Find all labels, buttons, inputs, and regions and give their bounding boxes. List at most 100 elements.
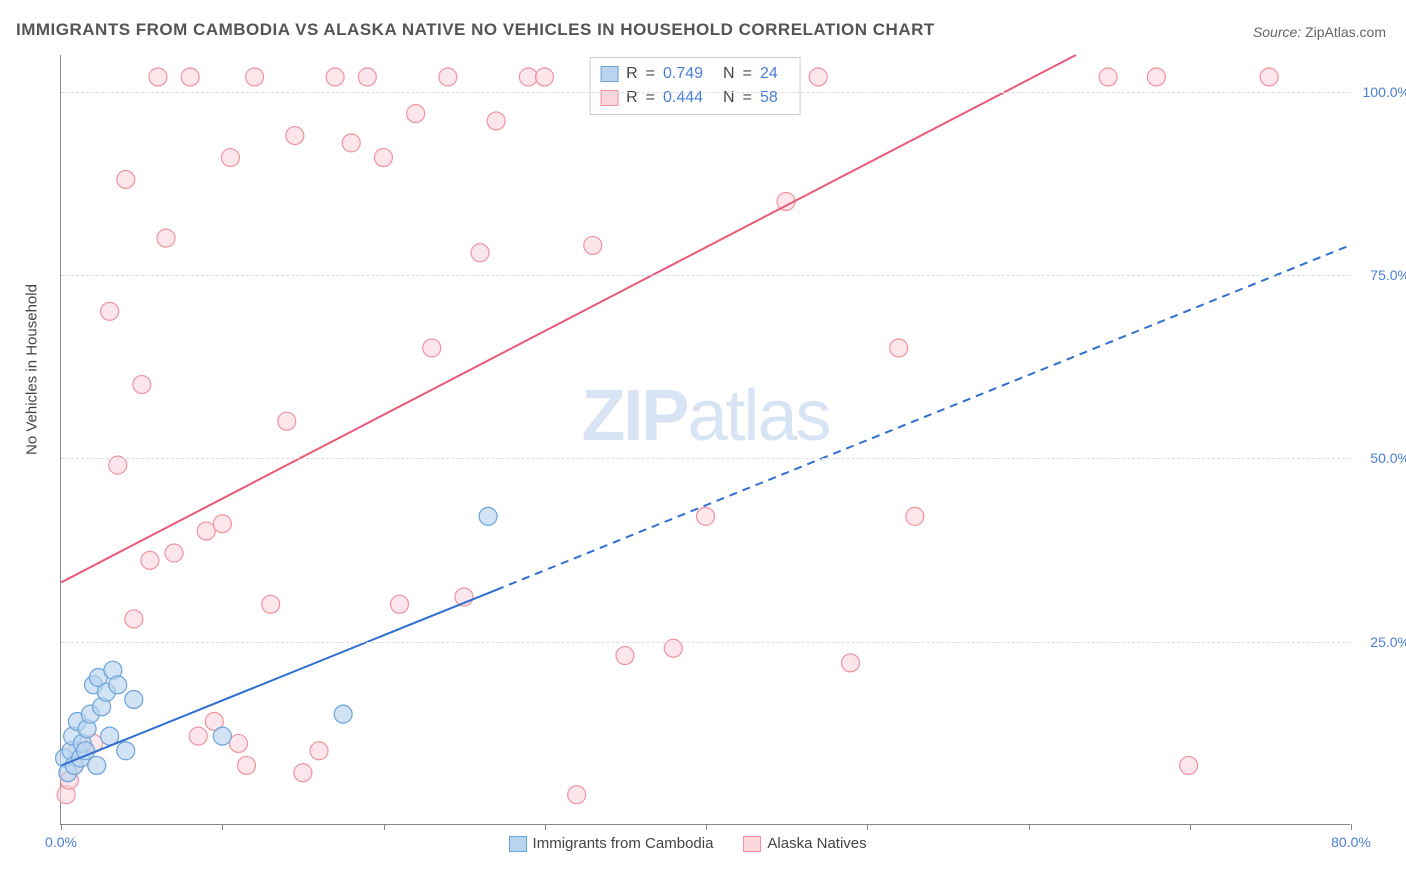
- n-value-alaska: 58: [760, 86, 778, 110]
- point-cambodia: [479, 507, 497, 525]
- point-cambodia: [109, 676, 127, 694]
- y-tick-label: 50.0%: [1355, 450, 1406, 466]
- point-alaska: [487, 112, 505, 130]
- point-alaska: [286, 127, 304, 145]
- r-label-2: R: [626, 86, 638, 110]
- point-alaska: [246, 68, 264, 86]
- x-tick: [384, 824, 385, 830]
- legend-swatch-cambodia: [509, 836, 527, 852]
- point-alaska: [535, 68, 553, 86]
- n-label: N: [723, 62, 735, 86]
- n-value-cambodia: 24: [760, 62, 778, 86]
- point-alaska: [133, 376, 151, 394]
- eq-sign-4: =: [743, 86, 752, 110]
- source-label: Source:: [1253, 24, 1301, 40]
- point-alaska: [238, 756, 256, 774]
- point-alaska: [439, 68, 457, 86]
- point-cambodia: [117, 742, 135, 760]
- stats-row-cambodia: R = 0.749 N = 24: [600, 62, 790, 86]
- point-cambodia: [88, 756, 106, 774]
- x-tick-label: 0.0%: [45, 834, 77, 850]
- x-tick: [867, 824, 868, 830]
- gridline-h: [61, 275, 1350, 276]
- point-alaska: [391, 595, 409, 613]
- point-alaska: [157, 229, 175, 247]
- point-alaska: [141, 551, 159, 569]
- point-alaska: [1099, 68, 1117, 86]
- point-alaska: [326, 68, 344, 86]
- bottom-legend: Immigrants from Cambodia Alaska Natives: [509, 835, 867, 852]
- point-alaska: [262, 595, 280, 613]
- point-alaska: [358, 68, 376, 86]
- y-tick-label: 75.0%: [1355, 267, 1406, 283]
- stats-box: R = 0.749 N = 24 R = 0.444 N = 58: [589, 57, 801, 115]
- x-tick: [61, 824, 62, 830]
- r-value-cambodia: 0.749: [663, 62, 703, 86]
- point-alaska: [697, 507, 715, 525]
- y-axis-label: No Vehicles in Household: [24, 284, 41, 455]
- n-label-2: N: [723, 86, 735, 110]
- point-alaska: [519, 68, 537, 86]
- point-cambodia: [213, 727, 231, 745]
- y-tick-label: 25.0%: [1355, 634, 1406, 650]
- point-alaska: [125, 610, 143, 628]
- x-tick: [222, 824, 223, 830]
- x-tick: [545, 824, 546, 830]
- point-alaska: [374, 149, 392, 167]
- point-alaska: [1260, 68, 1278, 86]
- x-tick-label: 80.0%: [1331, 834, 1371, 850]
- point-alaska: [278, 412, 296, 430]
- stats-row-alaska: R = 0.444 N = 58: [600, 86, 790, 110]
- point-alaska: [213, 515, 231, 533]
- point-alaska: [841, 654, 859, 672]
- x-tick: [1190, 824, 1191, 830]
- point-alaska: [101, 302, 119, 320]
- point-alaska: [221, 149, 239, 167]
- point-alaska: [310, 742, 328, 760]
- point-alaska: [471, 244, 489, 262]
- point-alaska: [616, 647, 634, 665]
- point-alaska: [809, 68, 827, 86]
- y-tick-label: 100.0%: [1355, 84, 1406, 100]
- trendline-alaska: [61, 55, 1076, 582]
- source-attribution: Source: ZipAtlas.com: [1253, 24, 1386, 40]
- point-alaska: [342, 134, 360, 152]
- plot-area: ZIPatlas R = 0.749 N = 24 R = 0.444 N = …: [60, 55, 1350, 825]
- r-value-alaska: 0.444: [663, 86, 703, 110]
- point-alaska: [568, 786, 586, 804]
- point-alaska: [165, 544, 183, 562]
- gridline-h: [61, 92, 1350, 93]
- chart-container: No Vehicles in Household ZIPatlas R = 0.…: [50, 55, 1390, 855]
- point-alaska: [117, 171, 135, 189]
- x-tick: [1029, 824, 1030, 830]
- point-alaska: [181, 68, 199, 86]
- gridline-h: [61, 458, 1350, 459]
- point-alaska: [407, 105, 425, 123]
- legend-item-cambodia: Immigrants from Cambodia: [509, 835, 714, 852]
- eq-sign-3: =: [646, 86, 655, 110]
- r-label: R: [626, 62, 638, 86]
- x-tick: [706, 824, 707, 830]
- point-alaska: [197, 522, 215, 540]
- point-cambodia: [334, 705, 352, 723]
- point-cambodia: [125, 691, 143, 709]
- point-cambodia: [77, 742, 95, 760]
- x-tick: [1351, 824, 1352, 830]
- swatch-cambodia: [600, 66, 618, 82]
- plot-svg: [61, 55, 1350, 824]
- source-value: ZipAtlas.com: [1305, 24, 1386, 40]
- point-alaska: [294, 764, 312, 782]
- point-alaska: [890, 339, 908, 357]
- eq-sign: =: [646, 62, 655, 86]
- point-alaska: [423, 339, 441, 357]
- point-alaska: [189, 727, 207, 745]
- trendline-cambodia-dashed: [496, 245, 1350, 589]
- chart-title: IMMIGRANTS FROM CAMBODIA VS ALASKA NATIV…: [16, 20, 935, 40]
- point-alaska: [229, 734, 247, 752]
- legend-swatch-alaska: [743, 836, 761, 852]
- point-alaska: [906, 507, 924, 525]
- point-alaska: [1180, 756, 1198, 774]
- point-alaska: [1147, 68, 1165, 86]
- point-alaska: [149, 68, 167, 86]
- legend-label-cambodia: Immigrants from Cambodia: [533, 835, 714, 852]
